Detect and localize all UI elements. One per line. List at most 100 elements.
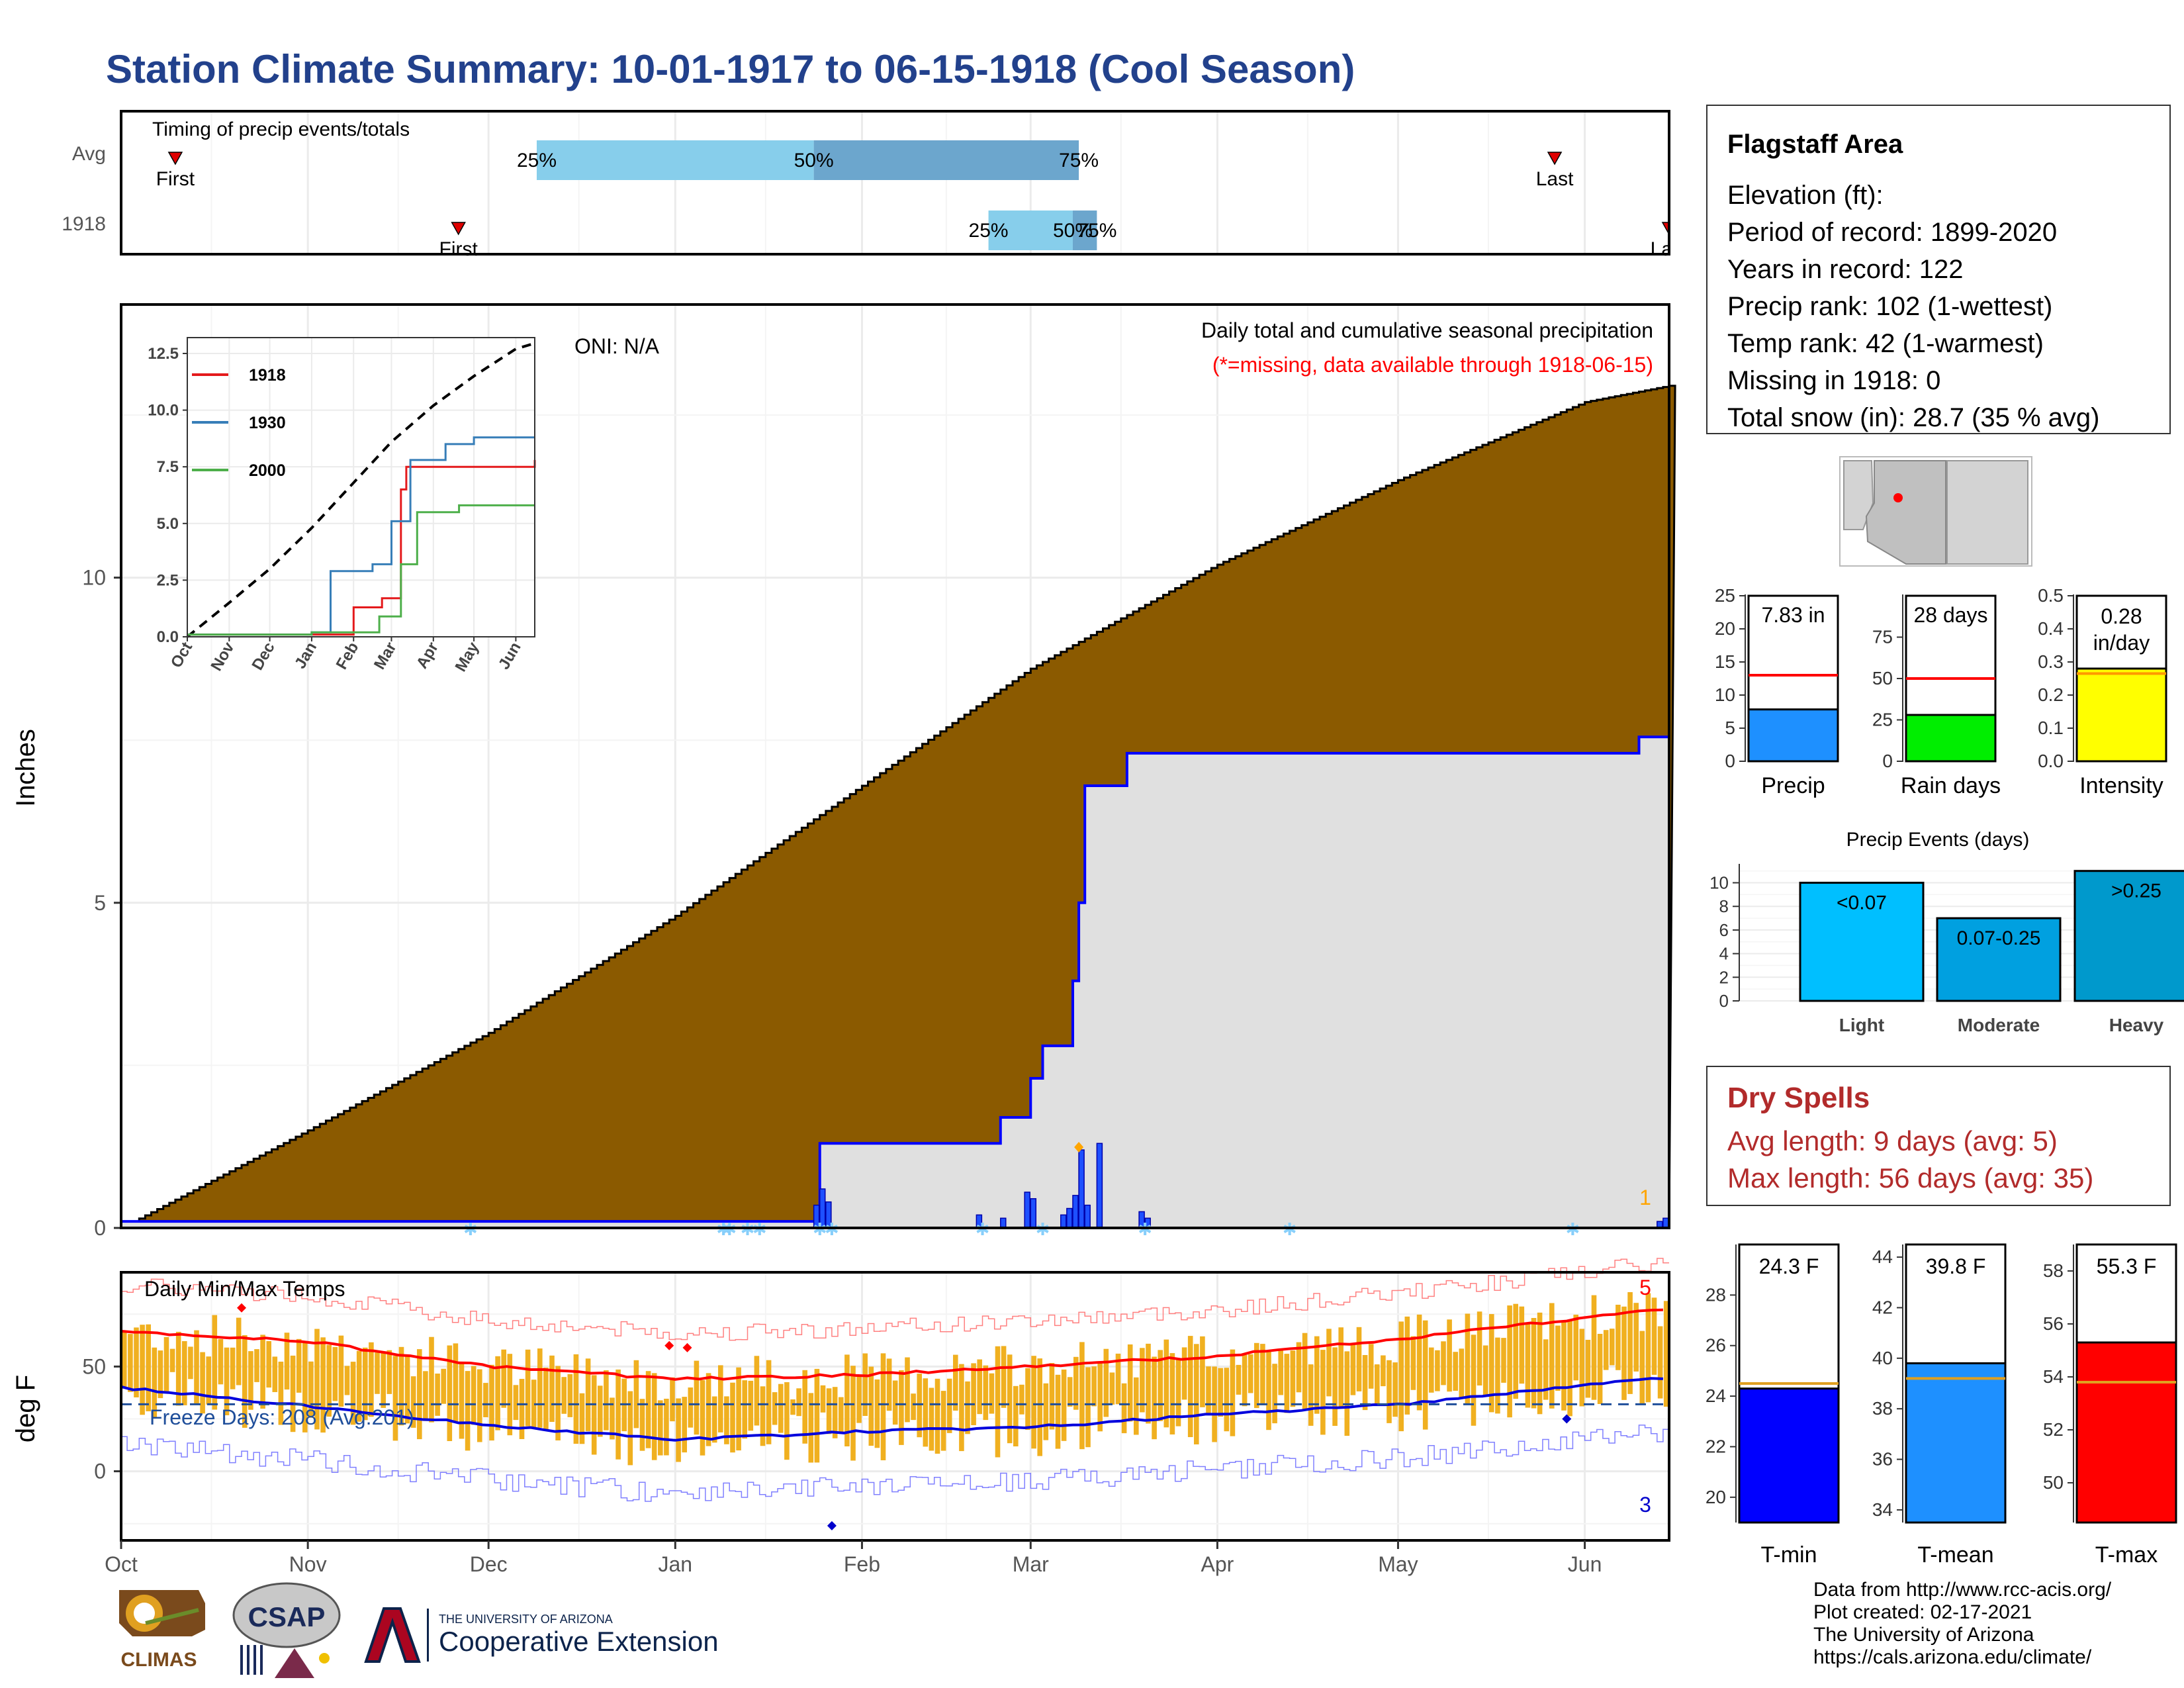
timing-row-label-avg: Avg [72, 143, 106, 165]
daily-temp-bar [272, 1356, 278, 1392]
gauge-tick-label: 20 [1715, 618, 1735, 639]
daily-temp-bar [1284, 1354, 1290, 1413]
daily-temp-bar [615, 1369, 621, 1460]
daily-temp-bar [1067, 1377, 1073, 1407]
daily-temp-bar [236, 1317, 242, 1385]
daily-temp-bar [453, 1343, 459, 1423]
gauge-tick-label: 0.3 [2038, 651, 2064, 672]
state-locator-map [1839, 456, 2032, 567]
daily-temp-bar [766, 1360, 772, 1444]
daily-temp-bar [959, 1364, 964, 1452]
daily-temp-bar [1314, 1336, 1320, 1414]
month-tick-label: Jun [1568, 1552, 1602, 1576]
ua-cooperative-extension-logo[interactable]: THE UNIVERSITY OF ARIZONA Cooperative Ex… [361, 1602, 745, 1668]
daily-temp-bar [700, 1380, 705, 1456]
gauge-bar-Rain days [1905, 714, 1997, 763]
temp-gauge-tick-label: 34 [1872, 1499, 1893, 1520]
gauge-value-text: 28 days [1913, 603, 1987, 627]
temp-gauges: 24.3 F 20 22 24 26 28 T-min 39.8 F 34 36 38 40 42 44 T… [1706, 1243, 2177, 1568]
timing-title: Timing of precip events/totals [152, 118, 410, 140]
gauge-tick-label: 25 [1872, 710, 1893, 730]
daily-temp-bar [489, 1364, 494, 1441]
daily-temp-bar [266, 1340, 271, 1388]
daily-temp-bar [953, 1354, 958, 1411]
daily-temp-bar [826, 1388, 832, 1434]
daily-temp-bar [495, 1356, 500, 1430]
credit-university: The University of Arizona [1813, 1624, 2034, 1646]
daily-temp-bar [1501, 1338, 1506, 1383]
events-category-label: Moderate [1958, 1015, 2040, 1035]
climas-logo[interactable]: CLIMAS [106, 1583, 212, 1679]
daily-temp-bar [1410, 1336, 1416, 1390]
daily-temp-bar [194, 1330, 199, 1404]
daily-temp-bar [381, 1351, 386, 1408]
daily-temp-bar [320, 1337, 326, 1433]
daily-temp-bar [1471, 1335, 1477, 1426]
gauge-label: Intensity [2079, 773, 2163, 798]
daily-temp-bar [651, 1373, 657, 1460]
daily-temp-bar [670, 1377, 675, 1422]
daily-temp-bar [1206, 1366, 1211, 1414]
daily-temp-bar [754, 1356, 760, 1426]
daily-temp-bar [1573, 1315, 1578, 1381]
daily-temp-bar [1489, 1314, 1494, 1413]
daily-temp-bar [169, 1348, 175, 1372]
daily-temp-bar [772, 1392, 778, 1425]
inset-ytick-label: 12.5 [148, 345, 179, 363]
daily-temp-bar [682, 1397, 687, 1453]
daily-temp-bar [1109, 1372, 1115, 1405]
timing-plot-area [121, 111, 1669, 254]
daily-temp-bar [1224, 1368, 1230, 1432]
daily-temp-bar [519, 1379, 525, 1439]
daily-temp-bar [1127, 1344, 1133, 1422]
temp-gauge-tick-label: 28 [1706, 1284, 1726, 1305]
daily-temp-bar [188, 1346, 193, 1380]
temp-gauge-tick-label: 36 [1872, 1449, 1893, 1470]
daily-temp-bar [579, 1393, 585, 1444]
inset-ytick-label: 7.5 [157, 458, 179, 476]
station-total-snow: Total snow (in): 28.7 (35 % avg) [1727, 403, 2100, 432]
daily-precip-bar [1066, 1207, 1073, 1229]
timing-first-marker [451, 222, 466, 236]
daily-temp-bar [338, 1335, 344, 1407]
daily-temp-bar [1230, 1349, 1236, 1436]
month-tick-label: Nov [289, 1552, 327, 1576]
temp-gauge-tick-label: 54 [2043, 1366, 2064, 1387]
credit-data-source: Data from http://www.rcc-acis.org/ [1813, 1579, 2112, 1601]
precip-ytick-label: 5 [94, 891, 106, 915]
inset-plot-area [187, 338, 535, 637]
daily-temp-bar [856, 1374, 862, 1423]
events-tick-label: 10 [1709, 873, 1729, 893]
precip-title: Daily total and cumulative seasonal prec… [1201, 318, 1653, 342]
daily-temp-bar [465, 1371, 471, 1451]
events-tick-label: 8 [1719, 896, 1729, 916]
daily-temp-bar [1453, 1352, 1458, 1391]
daily-temp-bar [814, 1368, 820, 1463]
timing-last-label: Last [1536, 168, 1574, 190]
daily-temp-bar [1272, 1364, 1277, 1424]
daily-temp-bar [1194, 1344, 1199, 1444]
csap-logo-text: CSAP [248, 1601, 326, 1632]
timing-pct-label: 25% [517, 150, 557, 171]
daily-temp-bar [995, 1346, 1001, 1458]
timing-frame [120, 110, 1670, 256]
daily-temp-bar [760, 1386, 766, 1446]
temp-gauge-label: T-mean [1917, 1542, 1993, 1568]
daily-temp-bar [543, 1368, 549, 1430]
daily-temp-bar [1615, 1305, 1621, 1370]
csap-logo[interactable]: CSAP [228, 1579, 344, 1685]
timing-last-marker [1547, 152, 1563, 165]
station-missing: Missing in 1918: 0 [1727, 366, 1941, 395]
daily-temp-bar [1657, 1326, 1663, 1399]
timing-pct-label: 25% [969, 220, 1009, 242]
daily-temp-bar [483, 1383, 488, 1417]
gauge-tick-label: 10 [1715, 684, 1735, 705]
daily-temp-bar [1187, 1336, 1193, 1437]
temp-gauge-tick-label: 44 [1872, 1246, 1893, 1267]
daily-temp-bar [585, 1358, 591, 1432]
precip-corner-count: 1 [1639, 1186, 1651, 1209]
daily-temp-bar [1627, 1292, 1633, 1394]
